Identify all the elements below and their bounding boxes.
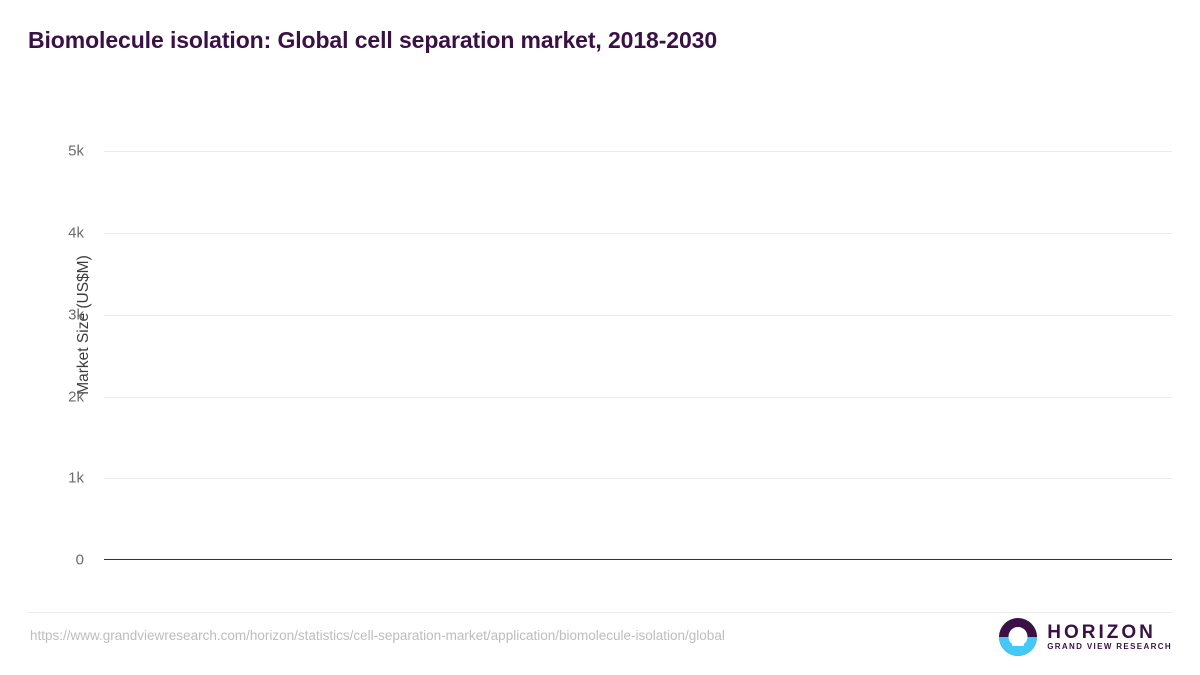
page-title: Biomolecule isolation: Global cell separ… bbox=[28, 27, 718, 53]
y-axis-tick-label: 2k bbox=[68, 388, 84, 406]
plot-area: Market Size (US$M) 0 1k 2k 3k 4k 5k bbox=[68, 90, 1172, 569]
logo-ray-1 bbox=[1009, 640, 1027, 643]
y-axis-tick-label: 4k bbox=[68, 224, 84, 242]
y-axis-tick-label: 1k bbox=[68, 469, 84, 487]
x-axis-line bbox=[104, 558, 1172, 560]
logo-water-half bbox=[999, 637, 1038, 656]
bar-series bbox=[104, 90, 1172, 560]
logo-ray-2 bbox=[1012, 644, 1025, 646]
footer-divider bbox=[28, 612, 1172, 613]
source-url[interactable]: https://www.grandviewresearch.com/horizo… bbox=[30, 628, 725, 643]
logo-name: HORIZON bbox=[1047, 622, 1156, 643]
y-axis-tick-label: 0 bbox=[75, 551, 84, 569]
gridline bbox=[104, 314, 1172, 316]
y-axis-title: Market Size (US$M) bbox=[74, 255, 92, 395]
gridline bbox=[104, 233, 1172, 235]
horizon-logo: HORIZON GRAND VIEW RESEARCH bbox=[999, 618, 1172, 656]
gridlines: 0 1k 2k 3k 4k 5k bbox=[68, 90, 1172, 569]
horizon-logo-icon bbox=[999, 618, 1038, 656]
logo-subtitle: GRAND VIEW RESEARCH bbox=[1047, 642, 1172, 651]
gridline bbox=[104, 151, 1172, 153]
y-axis-tick-label: 5k bbox=[68, 142, 84, 160]
y-axis-tick-label: 3k bbox=[68, 306, 84, 324]
logo-wordmark: HORIZON GRAND VIEW RESEARCH bbox=[1047, 623, 1172, 651]
gridline bbox=[104, 478, 1172, 480]
gridline bbox=[104, 396, 1172, 398]
